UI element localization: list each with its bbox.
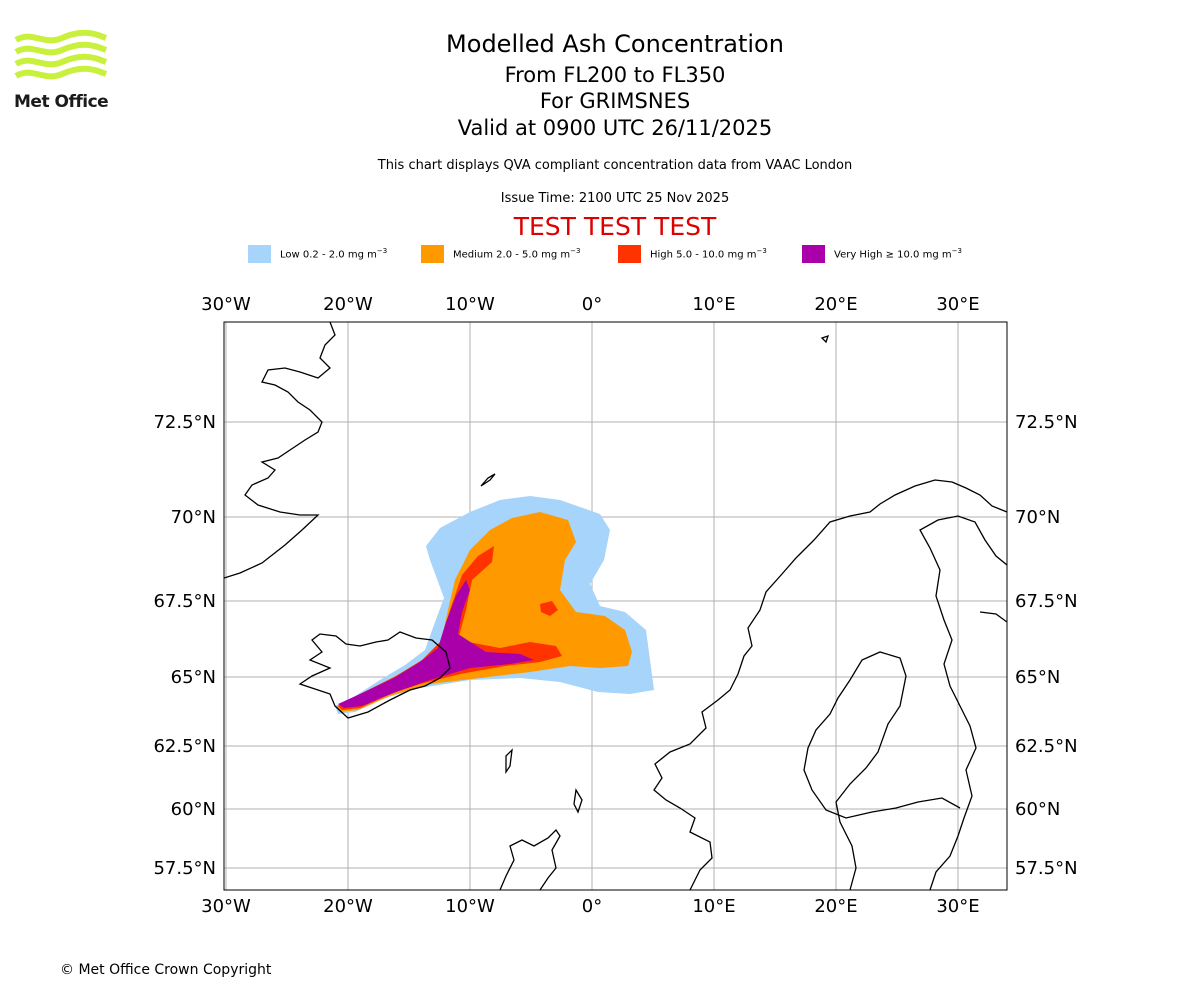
legend-swatch	[421, 245, 444, 263]
map-frame	[223, 321, 1008, 891]
legend-unit-exponent: −3	[376, 247, 388, 256]
ash-very-high	[338, 580, 534, 708]
lon-tick-label: 10°E	[692, 294, 735, 315]
legend-label: Very High ≥ 10.0 mg m	[834, 249, 952, 261]
legend-swatch	[248, 245, 271, 263]
lon-tick-label: 20°E	[814, 294, 857, 315]
volcano-name: For GRIMSNES	[539, 89, 691, 113]
legend-item-very-high: Very High ≥ 10.0 mg m−3	[802, 244, 962, 264]
copyright: © Met Office Crown Copyright	[60, 962, 272, 978]
gridlines	[224, 322, 1007, 890]
ash-medium	[337, 512, 632, 712]
lat-tick-label: 65°N	[1015, 667, 1060, 688]
chart-title: Modelled Ash Concentration	[446, 30, 784, 58]
legend-item-medium: Medium 2.0 - 5.0 mg m−3	[421, 244, 580, 264]
legend: Low 0.2 - 2.0 mg m−3 Medium 2.0 - 5.0 mg…	[248, 244, 1008, 264]
lat-tick-label: 70°N	[171, 507, 216, 528]
legend-label: Medium 2.0 - 5.0 mg m	[453, 249, 571, 261]
lat-tick-label: 60°N	[171, 799, 216, 820]
issue-time: Issue Time: 2100 UTC 25 Nov 2025	[500, 191, 730, 206]
lat-tick-label: 72.5°N	[1015, 412, 1078, 433]
lat-tick-label: 62.5°N	[153, 736, 216, 757]
legend-item-high: High 5.0 - 10.0 mg m−3	[618, 244, 767, 264]
lon-tick-label: 0°	[582, 294, 602, 315]
chart-description: This chart displays QVA compliant concen…	[377, 158, 853, 173]
lon-tick-label: 10°W	[445, 896, 495, 917]
lat-tick-label: 67.5°N	[1015, 591, 1078, 612]
lon-tick-label: 30°E	[936, 294, 979, 315]
lon-tick-label: 30°W	[201, 294, 251, 315]
lat-tick-label: 65°N	[171, 667, 216, 688]
legend-swatch	[618, 245, 641, 263]
lon-tick-label: 20°E	[814, 896, 857, 917]
legend-label: High 5.0 - 10.0 mg m	[650, 249, 757, 261]
coastlines	[224, 322, 1007, 890]
lat-tick-label: 67.5°N	[153, 591, 216, 612]
flight-levels: From FL200 to FL350	[504, 63, 726, 87]
logo-text: Met Office	[14, 92, 109, 112]
lat-ticks-right: 72.5°N 70°N 67.5°N 65°N 62.5°N 60°N 57.5…	[1015, 412, 1078, 879]
lat-ticks-left: 72.5°N 70°N 67.5°N 65°N 62.5°N 60°N 57.5…	[153, 412, 216, 879]
valid-time: Valid at 0900 UTC 26/11/2025	[457, 116, 773, 140]
lat-tick-label: 60°N	[1015, 799, 1060, 820]
lon-ticks-top: 30°W 20°W 10°W 0° 10°E 20°E 30°E	[201, 294, 979, 315]
legend-swatch	[802, 245, 825, 263]
legend-label: Low 0.2 - 2.0 mg m	[280, 249, 377, 261]
test-banner: TEST TEST TEST	[513, 212, 717, 241]
lon-tick-label: 30°E	[936, 896, 979, 917]
legend-unit-exponent: −3	[570, 247, 581, 256]
lon-tick-label: 0°	[582, 896, 602, 917]
lon-tick-label: 10°E	[692, 896, 735, 917]
lat-tick-label: 70°N	[1015, 507, 1060, 528]
lon-tick-label: 20°W	[323, 294, 373, 315]
lon-ticks-bottom: 30°W 20°W 10°W 0° 10°E 20°E 30°E	[201, 896, 979, 917]
lat-tick-label: 62.5°N	[1015, 736, 1078, 757]
legend-item-low: Low 0.2 - 2.0 mg m−3	[248, 244, 387, 264]
lat-tick-label: 72.5°N	[153, 412, 216, 433]
lat-tick-label: 57.5°N	[153, 858, 216, 879]
legend-unit-exponent: −3	[951, 247, 962, 256]
lon-tick-label: 30°W	[201, 896, 251, 917]
lon-tick-label: 10°W	[445, 294, 495, 315]
ash-high-patch	[540, 601, 558, 616]
lon-tick-label: 20°W	[323, 896, 373, 917]
met-office-wave-logo-icon	[14, 30, 108, 80]
legend-unit-exponent: −3	[756, 247, 767, 256]
lat-tick-label: 57.5°N	[1015, 858, 1078, 879]
